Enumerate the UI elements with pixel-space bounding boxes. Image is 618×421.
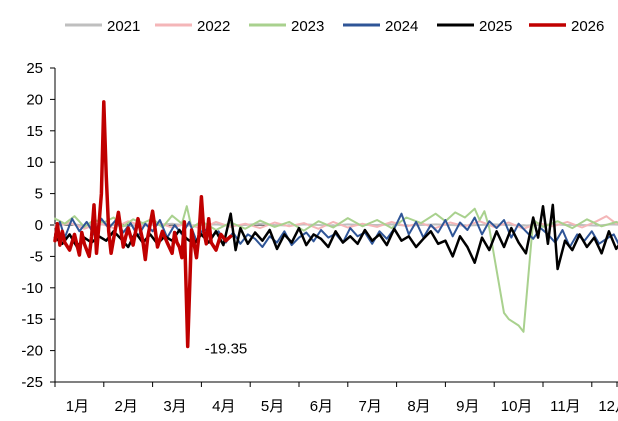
x-tick-label-10: 10月 <box>501 398 533 415</box>
x-tick-label-5: 5月 <box>261 398 284 415</box>
legend-label-2023: 2023 <box>291 18 324 35</box>
series-layer <box>53 100 618 349</box>
y-tick-label--20: -20 <box>21 343 43 360</box>
x-tick-label-1: 1月 <box>66 398 89 415</box>
y-tick-label-5: 5 <box>35 186 43 203</box>
x-axis: 1月 2月 3月 4月 5月 6月 7月 8月 9月 10月 11月 12月 <box>54 224 618 415</box>
legend-label-2022: 2022 <box>197 18 230 35</box>
y-tick-label-20: 20 <box>26 91 43 108</box>
annotations: -19.35 <box>205 341 248 358</box>
x-tick-label-9: 9月 <box>456 398 479 415</box>
legend-label-2025: 2025 <box>479 18 512 35</box>
x-tick-label-8: 8月 <box>407 398 430 415</box>
x-tick-label-2: 2月 <box>115 398 138 415</box>
y-tick-label-25: 25 <box>26 60 43 77</box>
x-tick-label-7: 7月 <box>359 398 382 415</box>
x-tick-label-3: 3月 <box>163 398 186 415</box>
y-tick-label--25: -25 <box>21 374 43 391</box>
legend-label-2024: 2024 <box>385 18 418 35</box>
y-tick-label-10: 10 <box>26 154 43 171</box>
legend-label-2026: 2026 <box>571 18 604 35</box>
y-tick-label--5: -5 <box>30 248 43 265</box>
annotation-label-0: -19.35 <box>205 341 248 358</box>
x-tick-label-4: 4月 <box>212 398 235 415</box>
legend-label-2021: 2021 <box>107 18 140 35</box>
y-axis: 25 20 15 10 5 0 -5 -10 -15 -20 -25 <box>21 60 56 391</box>
x-tick-label-12: 12月 <box>598 398 618 415</box>
y-tick-label--15: -15 <box>21 311 43 328</box>
y-tick-label-0: 0 <box>35 217 43 234</box>
series-line-2026 <box>53 100 233 349</box>
y-tick-label-15: 15 <box>26 123 43 140</box>
x-tick-label-6: 6月 <box>310 398 333 415</box>
legend: 2021 2022 2023 2024 2025 2026 <box>65 18 604 35</box>
y-tick-label--10: -10 <box>21 280 43 297</box>
x-tick-label-11: 11月 <box>550 398 581 415</box>
